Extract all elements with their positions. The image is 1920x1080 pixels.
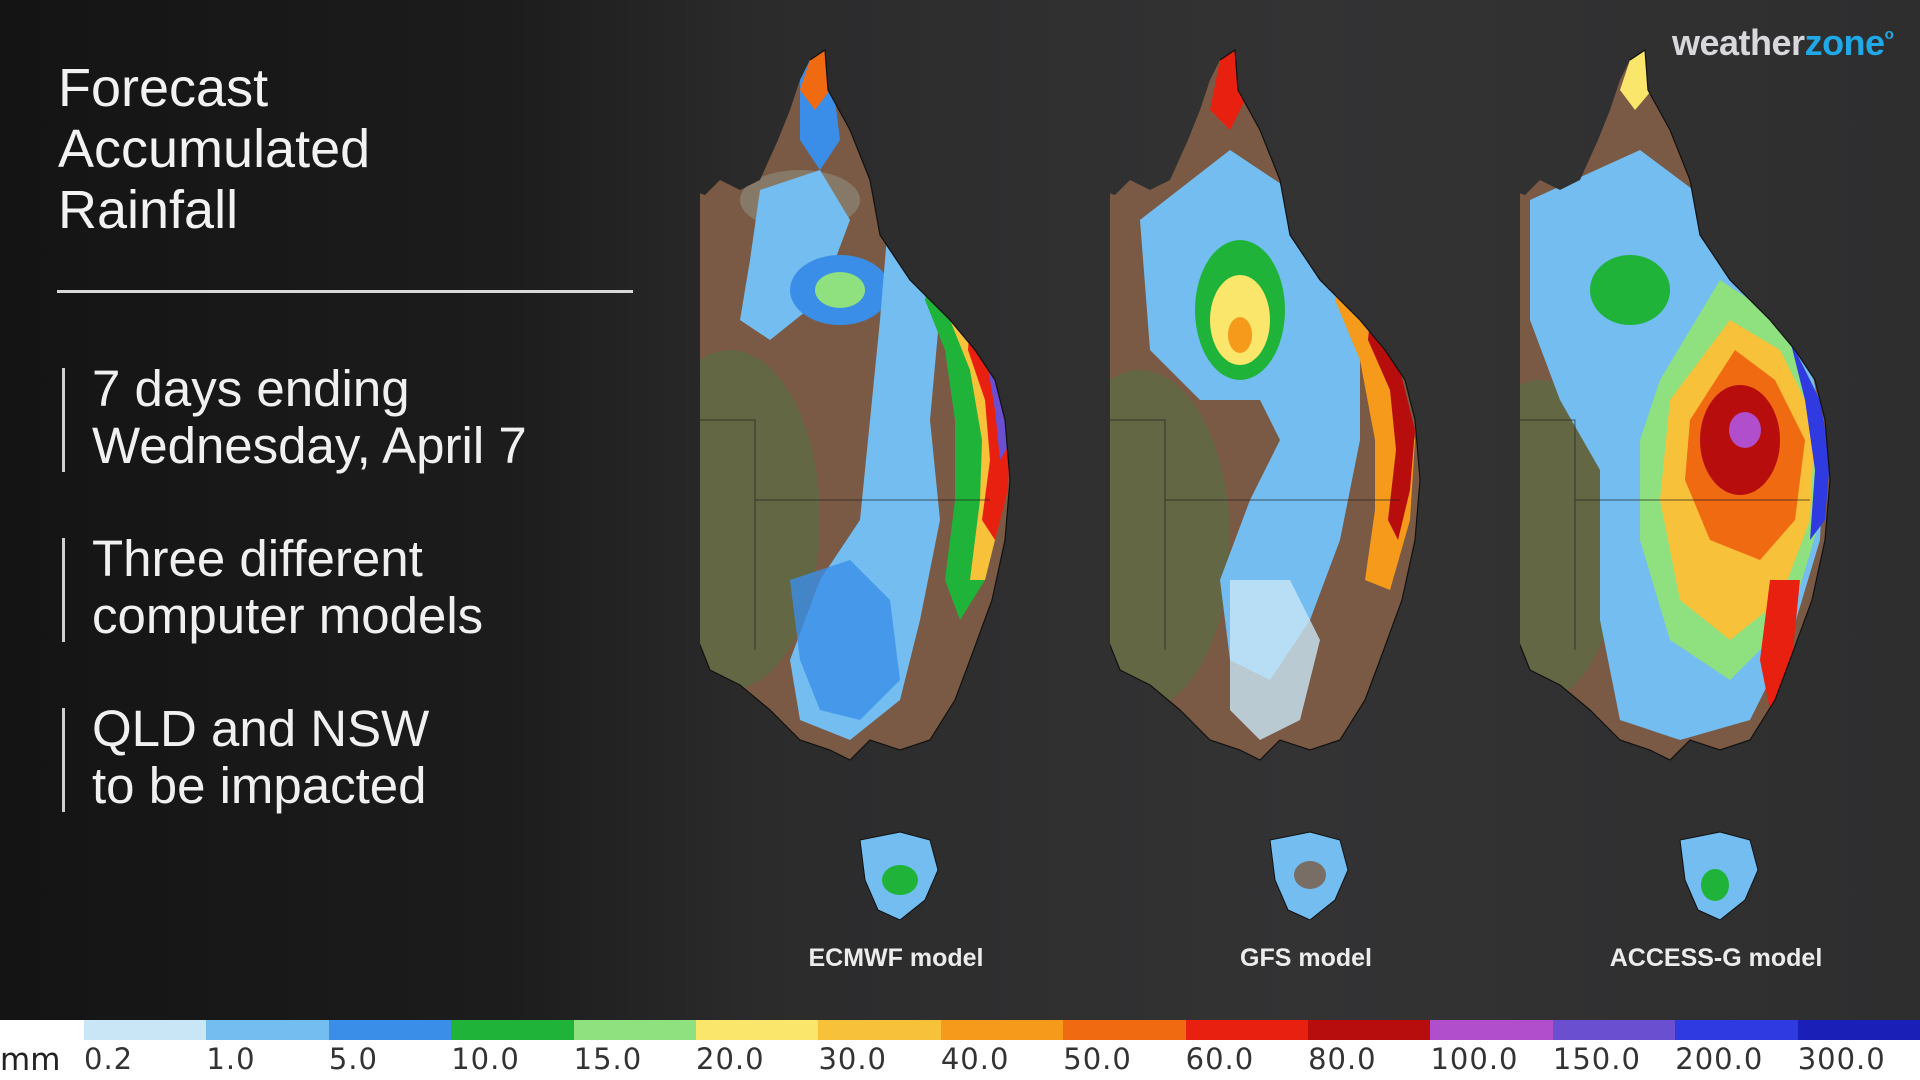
legend-swatch: [940, 1020, 1064, 1040]
map-label-ecmwf: ECMWF model: [808, 944, 984, 972]
legend-swatch: [1430, 1020, 1553, 1040]
legend-tick-label: 0.2: [84, 1042, 134, 1076]
legend-tick-label: 5.0: [328, 1042, 378, 1076]
legend-swatch: [1185, 1020, 1309, 1040]
legend-color-bar: [84, 1020, 1920, 1040]
legend-tick-label: 200.0: [1675, 1042, 1764, 1076]
bullet-line: to be impacted: [92, 757, 427, 814]
title-line-1: Forecast: [58, 58, 269, 118]
main-panel: Forecast Accumulated Rainfall 7 days end…: [0, 0, 1920, 1020]
legend-ticks: 0.2 1.0 5.0 10.0 15.0 20.0 30.0 40.0 50.0 60.0 80.…: [84, 1042, 1920, 1080]
legend-tick-label: 300.0: [1797, 1042, 1886, 1076]
legend-tick-label: 80.0: [1308, 1042, 1377, 1076]
bullet-bar: [62, 368, 65, 472]
map-access-g: [1520, 20, 1920, 920]
title-divider: [57, 290, 633, 293]
legend-swatch: [1675, 1020, 1798, 1040]
bullet-line: 7 days ending: [92, 360, 410, 417]
bullet-line: computer models: [92, 587, 484, 644]
legend-tick-label: 20.0: [696, 1042, 765, 1076]
slide-title: Forecast Accumulated Rainfall: [58, 58, 618, 241]
legend-unit: mm: [0, 1042, 61, 1078]
legend-tick-label: 15.0: [573, 1042, 643, 1076]
legend-tick-label: 1.0: [206, 1042, 256, 1076]
map-label-gfs: GFS model: [1240, 944, 1372, 972]
bullet-line: Wednesday, April 7: [92, 417, 527, 474]
legend-swatch: [1063, 1020, 1186, 1040]
legend-tick-label: 50.0: [1063, 1042, 1132, 1076]
title-line-3: Rainfall: [58, 180, 239, 240]
legend-swatch: [206, 1020, 329, 1040]
legend-swatch: [1308, 1020, 1431, 1040]
map-label-access-g: ACCESS-G model: [1609, 944, 1823, 972]
legend-swatch: [573, 1020, 697, 1040]
legend-swatch: [1797, 1020, 1920, 1040]
rainfall-map-ecmwf: [700, 48, 1011, 920]
legend-tick-label: 150.0: [1552, 1042, 1641, 1076]
legend-tick-label: 60.0: [1185, 1042, 1255, 1076]
map-gfs: [1110, 20, 1510, 920]
rainfall-map-access-g: [1520, 48, 1831, 920]
legend-tick-label: 40.0: [940, 1042, 1010, 1076]
legend-swatch: [696, 1020, 819, 1040]
weatherzone-logo: weatherzoneo: [1672, 22, 1894, 63]
map-ecmwf: [700, 20, 1100, 920]
legend-swatch: [84, 1020, 207, 1040]
bullet-bar: [62, 538, 65, 642]
legend-tick-label: 10.0: [451, 1042, 520, 1076]
bullet-line: Three different: [92, 530, 423, 587]
rainfall-legend: mm 0.2 1.0 5.0 10.0 15.0 20.0 30.0 40.0 50.0 60.0…: [0, 1020, 1920, 1080]
bullet-bar: [62, 708, 65, 812]
legend-swatch: [328, 1020, 452, 1040]
title-line-2: Accumulated: [58, 119, 371, 179]
legend-tick-label: 100.0: [1430, 1042, 1519, 1076]
legend-swatch: [818, 1020, 941, 1040]
rainfall-map-gfs: [1110, 48, 1421, 920]
bullet-line: QLD and NSW: [92, 700, 430, 757]
legend-tick-label: 30.0: [818, 1042, 888, 1076]
legend-swatch: [451, 1020, 574, 1040]
legend-swatch: [1552, 1020, 1676, 1040]
